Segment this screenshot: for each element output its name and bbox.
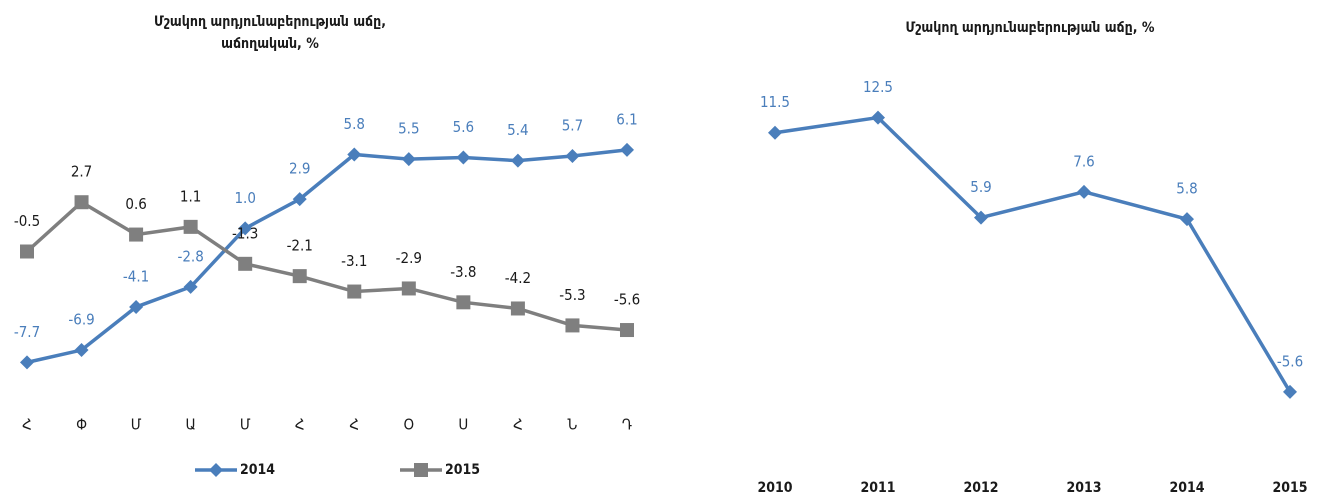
data-label: 5.5 xyxy=(398,120,419,138)
data-label: 5.4 xyxy=(507,121,528,139)
data-label: 5.8 xyxy=(1176,180,1197,198)
marker xyxy=(768,125,782,140)
data-label: 5.6 xyxy=(453,118,474,136)
marker xyxy=(620,142,634,157)
data-label: -6.9 xyxy=(68,311,94,329)
chart-title: աճողական, % xyxy=(221,36,319,52)
data-label: -3.1 xyxy=(341,252,367,270)
marker xyxy=(456,295,471,310)
marker xyxy=(565,318,580,333)
data-label: 1.0 xyxy=(234,189,255,207)
data-label: 7.6 xyxy=(1073,152,1094,170)
marker xyxy=(183,219,198,234)
x-tick-label: 2014 xyxy=(1169,480,1204,495)
data-label: -2.8 xyxy=(177,247,203,265)
data-label: 2.9 xyxy=(289,160,310,178)
x-tick-label: Հ xyxy=(22,416,32,434)
series-line xyxy=(774,115,1292,393)
marker xyxy=(974,210,988,225)
x-tick-label: Հ xyxy=(513,416,523,434)
marker xyxy=(74,343,89,358)
data-label: -2.9 xyxy=(396,249,422,267)
marker xyxy=(20,244,34,259)
marker xyxy=(20,355,34,370)
legend-label: 2014 xyxy=(240,462,275,478)
marker xyxy=(620,323,634,338)
series-line xyxy=(25,200,628,332)
marker xyxy=(292,192,307,207)
marker xyxy=(456,150,471,165)
legend-label: 2015 xyxy=(445,462,480,478)
chart-title: Մշակող արդյունաբերության աճը, xyxy=(154,14,386,30)
chart-title: Մշակող արդյունաբերության աճը, % xyxy=(905,20,1154,36)
x-tick-label: Օ xyxy=(404,416,415,434)
marker xyxy=(565,149,580,164)
data-label: 5.7 xyxy=(562,117,583,135)
marker xyxy=(401,281,416,296)
data-label: 5.9 xyxy=(970,178,991,196)
marker xyxy=(347,147,362,162)
x-tick-label: 2010 xyxy=(757,480,792,495)
x-tick-label: 2015 xyxy=(1272,480,1307,495)
marker xyxy=(209,463,223,477)
x-tick-label: 2012 xyxy=(963,480,998,495)
data-label: -4.2 xyxy=(505,269,531,287)
data-label: 2.7 xyxy=(71,163,92,181)
marker xyxy=(129,299,144,314)
data-label: -1.3 xyxy=(232,224,258,242)
x-tick-label: Ա xyxy=(185,416,195,434)
marker xyxy=(74,195,89,210)
marker xyxy=(238,256,253,271)
data-label: -5.6 xyxy=(1277,352,1303,370)
data-label: 11.5 xyxy=(760,93,790,111)
marker xyxy=(129,227,144,242)
data-label: -4.1 xyxy=(123,267,149,285)
data-label: 12.5 xyxy=(863,78,893,96)
x-tick-label: Մ xyxy=(240,416,251,434)
data-label: 0.6 xyxy=(125,195,146,213)
series-line xyxy=(26,148,628,365)
x-tick-label: Դ xyxy=(622,416,632,434)
x-tick-label: Մ xyxy=(131,416,142,434)
data-label: 6.1 xyxy=(616,110,637,128)
marker xyxy=(871,110,885,125)
x-tick-label: Ս xyxy=(458,416,468,434)
marker xyxy=(414,463,428,477)
x-tick-label: 2013 xyxy=(1066,480,1101,495)
data-label: -0.5 xyxy=(14,212,40,230)
marker xyxy=(401,152,416,167)
marker xyxy=(347,284,362,299)
data-label: 5.8 xyxy=(344,115,365,133)
x-tick-label: Ն xyxy=(568,416,578,434)
data-label: -7.7 xyxy=(14,323,40,341)
marker xyxy=(183,279,198,294)
data-label: -2.1 xyxy=(287,237,313,255)
data-label: -5.6 xyxy=(614,291,640,309)
x-tick-label: Հ xyxy=(349,416,359,434)
marker xyxy=(238,221,253,236)
marker xyxy=(1077,184,1091,199)
marker xyxy=(292,269,307,284)
data-label: 1.1 xyxy=(180,187,201,205)
marker xyxy=(510,301,525,316)
marker xyxy=(1283,384,1297,399)
x-tick-label: 2011 xyxy=(860,480,895,495)
x-tick-label: Փ xyxy=(76,416,87,434)
marker xyxy=(1180,212,1194,227)
data-label: -3.8 xyxy=(450,263,476,281)
x-tick-label: Հ xyxy=(295,416,305,434)
marker xyxy=(510,153,525,168)
data-label: -5.3 xyxy=(559,286,585,304)
